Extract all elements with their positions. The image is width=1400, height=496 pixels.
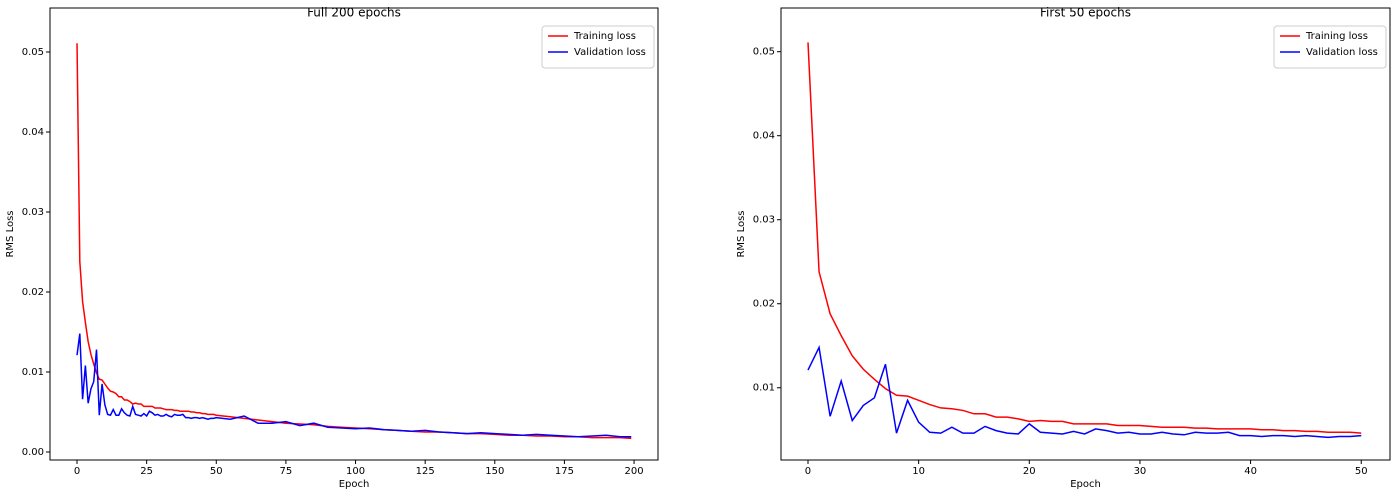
series-line	[76, 333, 632, 438]
legend-label: Validation loss	[574, 47, 646, 58]
legend-box	[541, 25, 655, 69]
x-tick-label: 100	[346, 466, 365, 477]
legend-label: Validation loss	[1306, 47, 1378, 58]
plot-area	[780, 7, 1391, 461]
x-axis-label: Epoch	[1070, 479, 1101, 490]
x-tick-label: 50	[210, 466, 223, 477]
x-tick-label: 0	[805, 466, 811, 477]
y-tick-label: 0.01	[753, 383, 775, 394]
x-tick-label: 50	[1355, 466, 1368, 477]
x-tick-label: 40	[1244, 466, 1257, 477]
y-axis-label: RMS Loss	[736, 210, 747, 257]
x-tick-label: 150	[485, 466, 504, 477]
y-tick-label: 0.05	[22, 47, 44, 58]
x-tick-label: 25	[140, 466, 153, 477]
x-tick-label: 125	[416, 466, 435, 477]
legend-label: Training loss	[1305, 31, 1368, 42]
series-line	[807, 42, 1362, 434]
chart-title: First 50 epochs	[1040, 6, 1131, 20]
subplot: Full 200 epochs Epoch RMS Loss 0 25 50 75 100 12…	[5, 6, 659, 490]
x-tick-label: 200	[625, 466, 644, 477]
legend-box	[1273, 25, 1387, 69]
y-tick-label: 0.05	[753, 47, 775, 58]
y-tick-label: 0.02	[753, 299, 775, 310]
series-line	[807, 344, 1362, 439]
x-tick-label: 75	[280, 466, 293, 477]
subplot: First 50 epochs Epoch RMS Loss 0 10 20 30 40 50 0…	[736, 6, 1391, 490]
y-tick-label: 0.03	[22, 207, 44, 218]
y-tick-label: 0.04	[22, 127, 44, 138]
plot-area	[49, 7, 659, 461]
x-tick-label: 175	[555, 466, 574, 477]
x-axis-label: Epoch	[339, 479, 370, 490]
y-axis-label: RMS Loss	[5, 210, 16, 257]
y-tick-label: 0.03	[753, 215, 775, 226]
x-tick-label: 30	[1134, 466, 1147, 477]
x-tick-label: 10	[912, 466, 925, 477]
y-tick-label: 0.02	[22, 287, 44, 298]
y-tick-label: 0.04	[753, 131, 775, 142]
legend-label: Training loss	[573, 31, 636, 42]
chart-title: Full 200 epochs	[307, 6, 401, 20]
x-tick-label: 0	[74, 466, 80, 477]
y-tick-label: 0.01	[22, 367, 44, 378]
x-tick-label: 20	[1023, 466, 1036, 477]
y-tick-label: 0.00	[22, 447, 44, 458]
